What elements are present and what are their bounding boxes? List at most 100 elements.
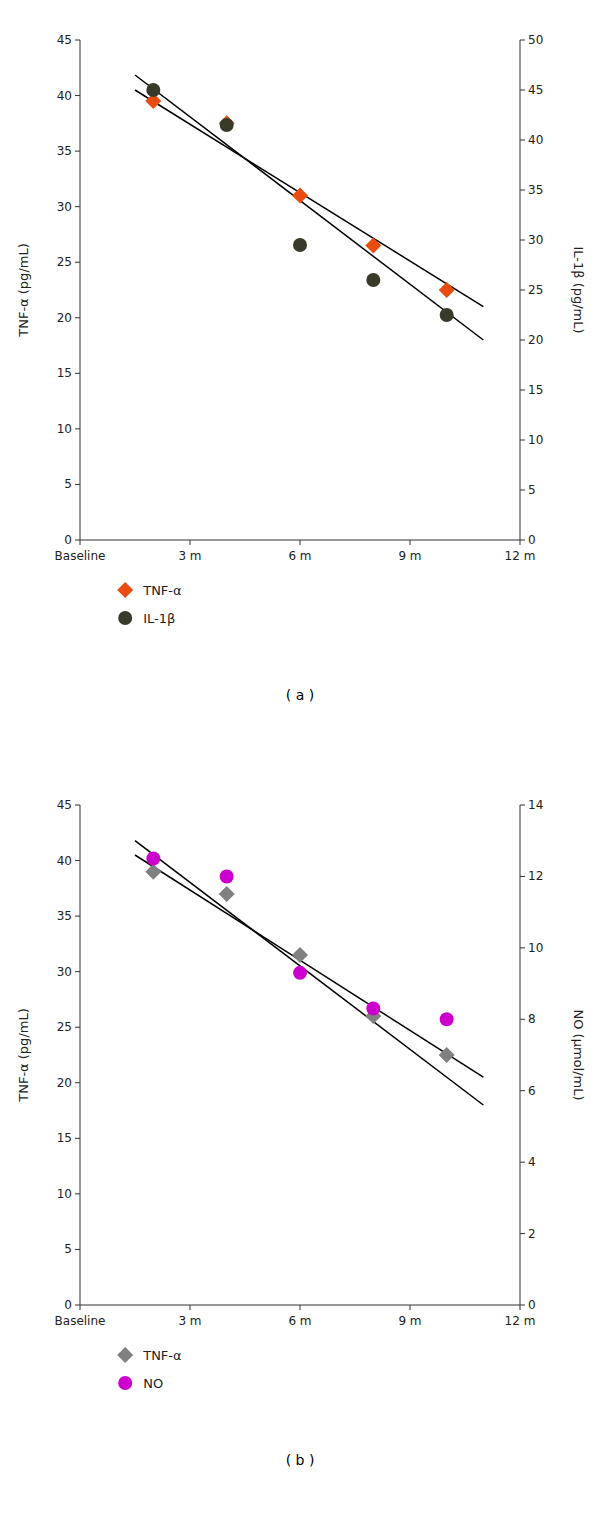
y-tick-label: 30 — [57, 965, 72, 979]
y-tick-label: 15 — [57, 1131, 72, 1145]
x-tick-label: 3 m — [178, 1314, 201, 1328]
y-tick-label: 45 — [57, 798, 72, 812]
y-tick — [75, 95, 80, 96]
y-tick-label: 40 — [57, 854, 72, 868]
y2-tick-label: 45 — [528, 83, 543, 97]
y2-tick-label: 12 — [528, 869, 543, 883]
y2-tick — [520, 540, 525, 541]
y2-axis-label: NO (μmol/mL) — [571, 1009, 586, 1100]
y-tick — [75, 151, 80, 152]
x-tick — [410, 1305, 411, 1310]
y-tick — [75, 262, 80, 263]
y-tick — [75, 428, 80, 429]
y2-tick — [520, 390, 525, 391]
y2-tick — [520, 805, 525, 806]
data-point — [293, 238, 307, 252]
y2-tick — [520, 340, 525, 341]
trend-line — [135, 75, 483, 340]
y2-tick — [520, 1162, 525, 1163]
y2-tick — [520, 876, 525, 877]
y-axis-label: TNF-α (pg/mL) — [16, 243, 31, 337]
y2-tick-label: 14 — [528, 798, 543, 812]
y-tick — [75, 1082, 80, 1083]
y-tick-label: 25 — [57, 255, 72, 269]
y-tick-label: 10 — [57, 1187, 72, 1201]
y2-tick — [520, 1305, 525, 1306]
y2-tick — [520, 140, 525, 141]
y2-tick-label: 4 — [528, 1155, 536, 1169]
y2-tick-label: 35 — [528, 183, 543, 197]
y2-tick-label: 25 — [528, 283, 543, 297]
y2-tick-label: 0 — [528, 1298, 536, 1312]
caption: ( a ) — [286, 687, 314, 703]
legend-entry: TNF-α — [142, 1348, 181, 1363]
caption: ( b ) — [286, 1452, 315, 1468]
y2-tick-label: 8 — [528, 1012, 536, 1026]
y-tick-label: 30 — [57, 200, 72, 214]
y-tick-label: 5 — [64, 1242, 72, 1256]
y2-tick — [520, 1090, 525, 1091]
x-tick-label: 9 m — [398, 1314, 421, 1328]
data-point — [292, 947, 308, 963]
data-point — [440, 1012, 454, 1026]
y2-tick-label: 40 — [528, 133, 543, 147]
x-tick — [410, 540, 411, 545]
y2-tick-label: 2 — [528, 1227, 536, 1241]
y-tick-label: 0 — [64, 533, 72, 547]
y-tick-label: 20 — [57, 311, 72, 325]
y-tick — [75, 916, 80, 917]
data-point — [439, 1047, 455, 1063]
x-tick-label: 12 m — [505, 549, 536, 563]
y2-tick-label: 6 — [528, 1084, 536, 1098]
figure: Baseline3 m6 m9 m12 m0510152025303540450… — [0, 0, 600, 1530]
x-tick — [80, 540, 81, 545]
y2-tick — [520, 1019, 525, 1020]
y2-tick-label: 50 — [528, 33, 543, 47]
y-tick — [75, 1027, 80, 1028]
data-point — [440, 308, 454, 322]
x-tick-label: 6 m — [288, 549, 311, 563]
y-tick — [75, 317, 80, 318]
y-tick — [75, 860, 80, 861]
y2-tick — [520, 440, 525, 441]
y2-axis-label: IL-1β (pg/mL) — [571, 246, 586, 333]
y-tick — [75, 540, 80, 541]
data-point — [293, 966, 307, 980]
y-tick — [75, 484, 80, 485]
x-tick-label: 6 m — [288, 1314, 311, 1328]
y2-tick-label: 10 — [528, 941, 543, 955]
y-tick — [75, 206, 80, 207]
y-tick — [75, 1193, 80, 1194]
x-tick — [300, 1305, 301, 1310]
y-tick — [75, 805, 80, 806]
legend-entry: IL-1β — [143, 611, 175, 626]
y2-tick — [520, 947, 525, 948]
y-tick-label: 45 — [57, 33, 72, 47]
y2-tick-label: 10 — [528, 433, 543, 447]
y2-tick — [520, 290, 525, 291]
y2-tick — [520, 1233, 525, 1234]
x-tick — [520, 1305, 521, 1310]
y-tick-label: 35 — [57, 144, 72, 158]
trend-line — [135, 90, 483, 307]
x-tick-label: Baseline — [55, 549, 106, 563]
x-tick-label: Baseline — [55, 1314, 106, 1328]
legend-entry: NO — [143, 1376, 163, 1391]
y2-tick-label: 30 — [528, 233, 543, 247]
y-tick-label: 35 — [57, 909, 72, 923]
plot-area — [135, 75, 483, 340]
data-point — [365, 238, 381, 254]
y-tick — [75, 1249, 80, 1250]
x-tick-label: 9 m — [398, 549, 421, 563]
y2-tick — [520, 490, 525, 491]
y2-tick — [520, 40, 525, 41]
trend-line — [135, 841, 483, 1105]
plot-area — [135, 841, 483, 1105]
data-point — [366, 273, 380, 287]
legend-swatch — [117, 1347, 133, 1363]
x-tick — [190, 1305, 191, 1310]
data-point — [366, 1002, 380, 1016]
legend-swatch — [117, 582, 133, 598]
y-tick-label: 25 — [57, 1020, 72, 1034]
x-tick-label: 12 m — [505, 1314, 536, 1328]
